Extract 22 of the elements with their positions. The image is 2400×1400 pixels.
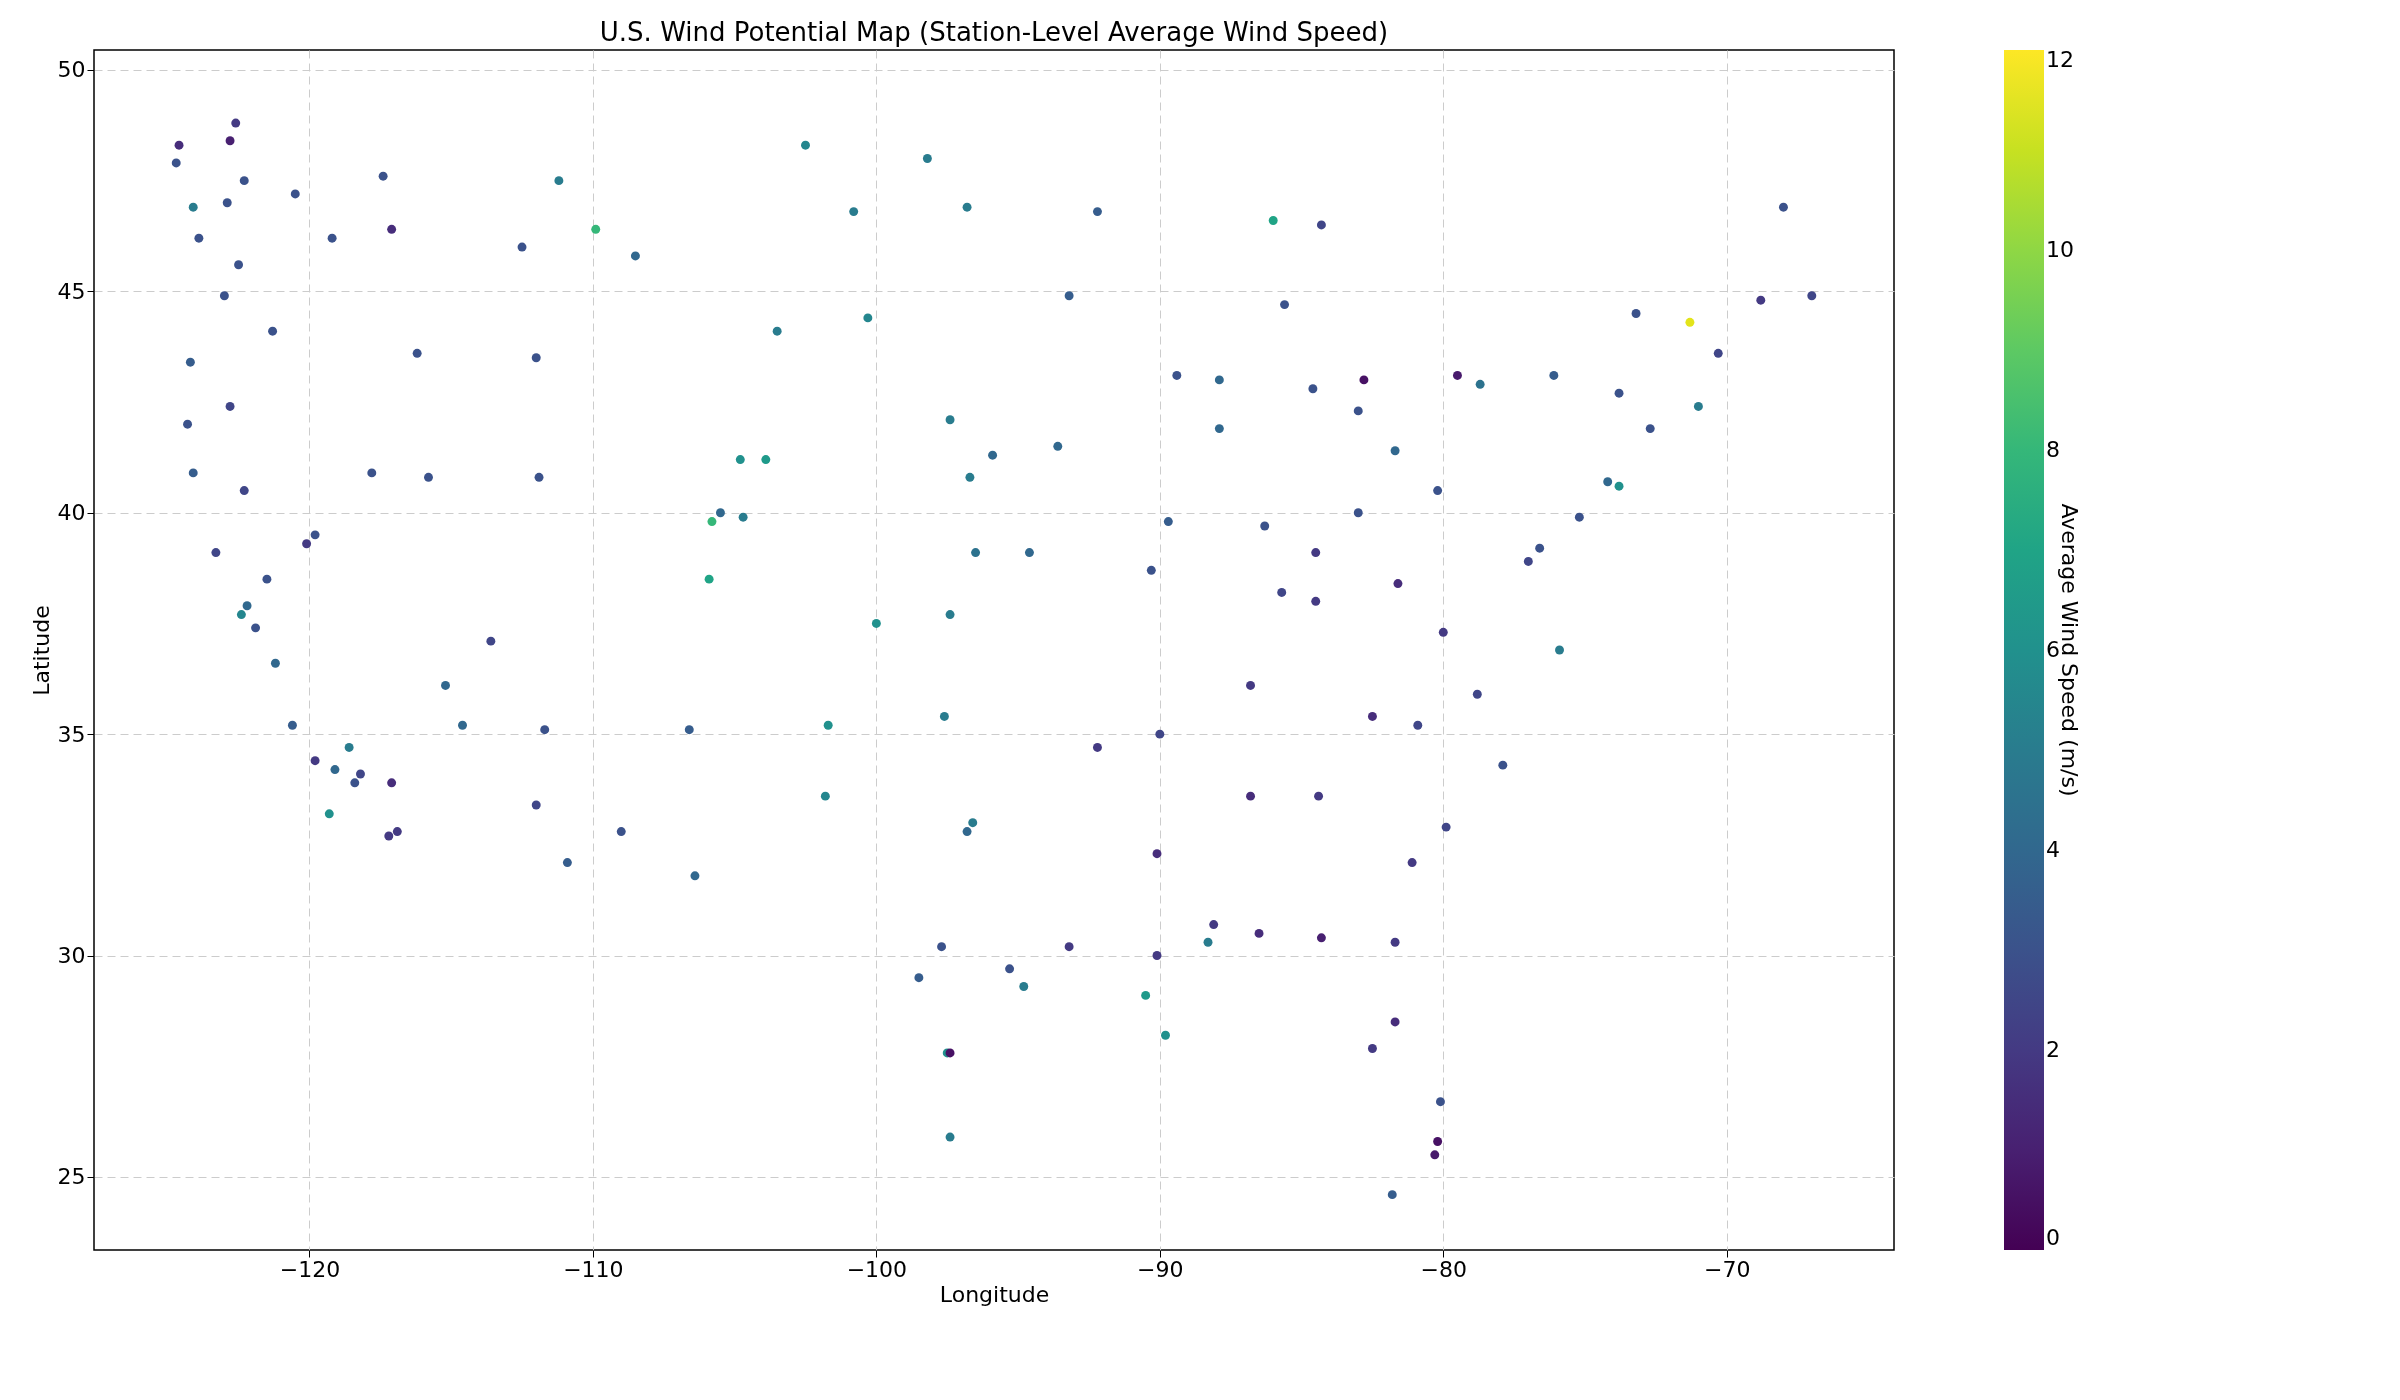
y-axis-title: Latitude [28, 605, 54, 696]
x-tick-label: −70 [1704, 1256, 1751, 1282]
y-tick-label: 45 [57, 278, 86, 304]
color-bar-label: 8 [2046, 437, 2060, 462]
y-tick-label: 25 [57, 1164, 86, 1190]
y-tick-label: 35 [57, 721, 86, 747]
color-bar-label: 0 [2046, 1225, 2060, 1250]
chart-title: U.S. Wind Potential Map (Station-Level Average Wind Speed) [599, 17, 1389, 47]
color-bar-label: 4 [2046, 837, 2060, 862]
color-bar-label: 2 [2046, 1037, 2060, 1062]
x-tick-label: −90 [1137, 1256, 1184, 1282]
x-tick-label: −110 [563, 1256, 624, 1282]
x-axis-title: Longitude [939, 1281, 1050, 1307]
y-tick-label: 50 [57, 57, 86, 83]
y-tick-label: 30 [57, 943, 86, 969]
x-tick-label: −80 [1420, 1256, 1468, 1282]
y-tick-label: 40 [57, 500, 86, 526]
x-tick-label: −120 [279, 1256, 341, 1282]
color-bar-label: 12 [2046, 47, 2074, 72]
color-bar-label: 10 [2046, 237, 2074, 262]
x-tick-label: −100 [846, 1256, 908, 1282]
color-bar-label: 6 [2046, 637, 2060, 662]
